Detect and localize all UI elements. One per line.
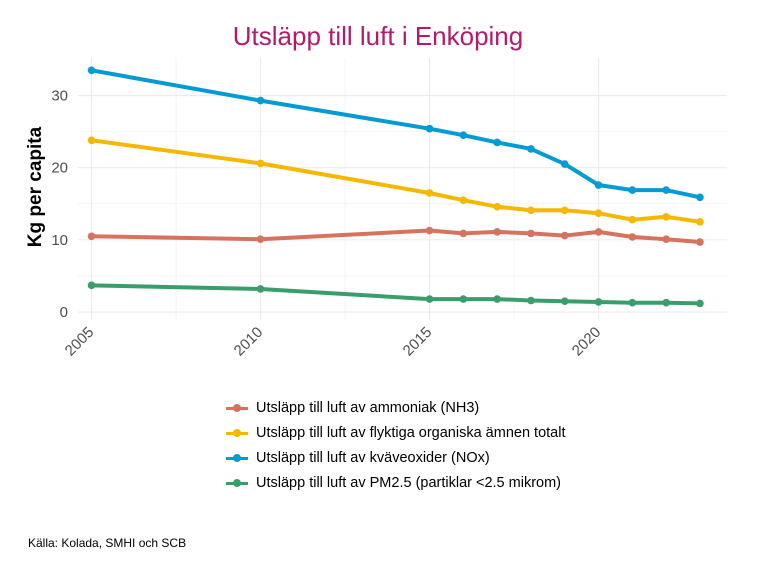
x-tick-label: 2015 — [400, 324, 436, 360]
data-point — [662, 298, 670, 307]
legend-item-voc: Utsläpp till luft av flyktiga organiska … — [226, 425, 626, 441]
legend: Utsläpp till luft av ammoniak (NH3) Utsl… — [226, 400, 626, 500]
data-point — [560, 297, 569, 306]
data-point — [527, 145, 535, 153]
data-point — [256, 235, 265, 243]
y-tick-label: 30 — [51, 88, 68, 105]
data-point — [256, 159, 265, 168]
emissions-line-chart: Utsläpp till luft i Enköping Kg per capi… — [25, 21, 727, 360]
data-point — [628, 233, 637, 241]
data-point — [87, 66, 96, 75]
data-point — [560, 206, 569, 215]
data-point — [87, 232, 96, 241]
tick-layer: 0 10 20 30 2005 2010 2015 2020 — [51, 88, 604, 360]
data-point — [628, 186, 637, 194]
data-point — [628, 215, 637, 224]
series-line — [89, 283, 702, 306]
legend-dot-nh3 — [233, 404, 241, 412]
y-tick-label: 0 — [60, 304, 68, 321]
legend-item-pm25: Utsläpp till luft av PM2.5 (partiklar <2… — [226, 475, 626, 491]
data-point — [256, 96, 265, 105]
legend-label-pm25: Utsläpp till luft av PM2.5 (partiklar <2… — [256, 475, 561, 491]
data-point — [594, 228, 603, 236]
data-point — [662, 212, 670, 221]
legend-swatch-nh3 — [226, 400, 248, 416]
data-point — [594, 181, 603, 189]
series-line — [89, 138, 702, 224]
series-2 — [87, 66, 704, 202]
x-tick-label: 2005 — [62, 324, 98, 360]
x-tick-label: 2010 — [231, 324, 267, 360]
y-tick-label: 20 — [51, 160, 68, 177]
data-point — [425, 189, 434, 197]
data-point — [493, 295, 501, 303]
data-point — [256, 285, 265, 293]
data-point — [459, 131, 468, 140]
source-note: Källa: Kolada, SMHI och SCB — [28, 536, 187, 550]
data-point — [662, 186, 670, 194]
legend-label-nox: Utsläpp till luft av kväveoxider (NOx) — [256, 450, 490, 466]
legend-swatch-nox — [226, 450, 248, 466]
legend-dot-nox — [233, 454, 241, 462]
data-point — [87, 281, 96, 290]
chart-title: Utsläpp till luft i Enköping — [233, 21, 523, 51]
legend-swatch-voc — [226, 425, 248, 441]
series-3 — [87, 281, 704, 308]
y-axis-label: Kg per capita — [25, 126, 46, 247]
series-1 — [87, 136, 704, 226]
legend-item-nox: Utsläpp till luft av kväveoxider (NOx) — [226, 450, 626, 466]
y-tick-label: 10 — [51, 232, 68, 249]
data-point — [696, 238, 704, 246]
data-point — [459, 295, 468, 303]
data-point — [527, 296, 535, 305]
data-point — [493, 138, 501, 147]
data-point — [696, 299, 704, 308]
series-line — [89, 68, 702, 200]
legend-dot-pm25 — [233, 479, 241, 487]
data-point — [662, 235, 670, 243]
data-point — [527, 229, 535, 238]
data-point — [425, 295, 434, 303]
data-point — [425, 124, 434, 133]
data-point — [696, 218, 704, 226]
legend-swatch-pm25 — [226, 475, 248, 491]
series-0 — [87, 226, 704, 246]
data-point — [594, 298, 603, 306]
data-point — [87, 136, 96, 145]
data-point — [493, 202, 501, 211]
data-point — [594, 209, 603, 217]
data-point — [560, 231, 569, 240]
data-point — [696, 193, 704, 202]
data-point — [628, 298, 637, 307]
data-point — [560, 160, 569, 168]
legend-label-voc: Utsläpp till luft av flyktiga organiska … — [256, 425, 566, 441]
legend-item-nh3: Utsläpp till luft av ammoniak (NH3) — [226, 400, 626, 416]
data-point — [527, 206, 535, 215]
data-point — [459, 196, 468, 204]
data-point — [493, 228, 501, 236]
x-tick-label: 2020 — [569, 324, 605, 360]
legend-label-nh3: Utsläpp till luft av ammoniak (NH3) — [256, 400, 480, 416]
series-layer — [87, 66, 704, 308]
data-point — [459, 229, 468, 238]
legend-dot-voc — [233, 429, 241, 437]
data-point — [425, 226, 434, 235]
